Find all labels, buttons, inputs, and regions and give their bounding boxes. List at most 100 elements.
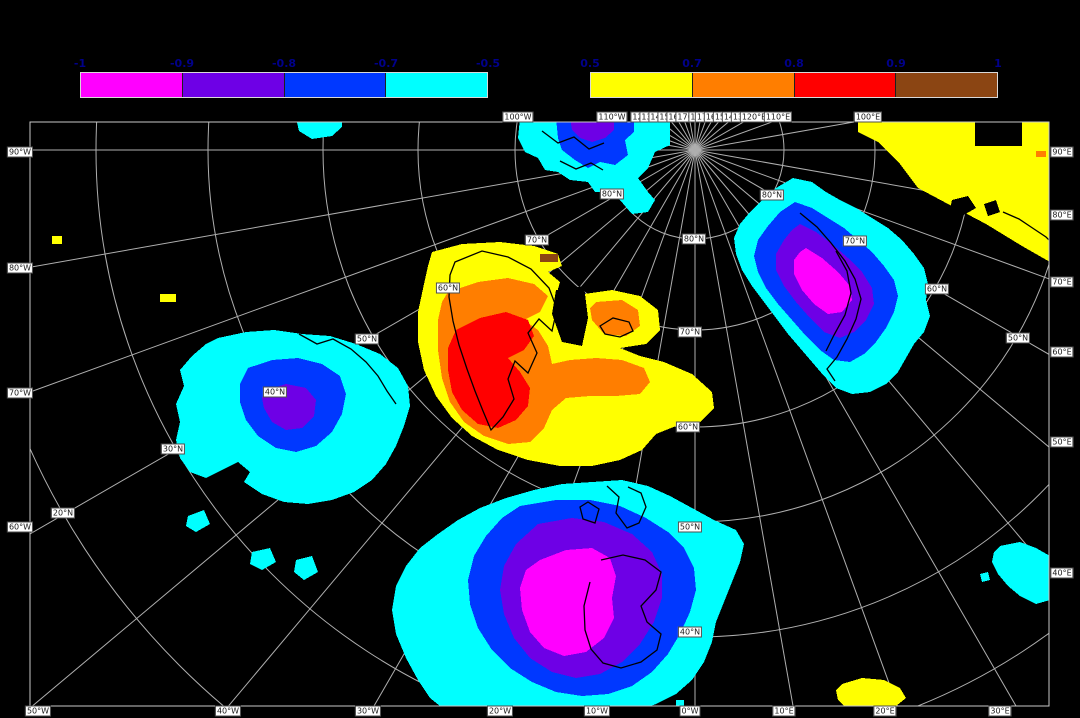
- meridian-70: [694, 149, 1049, 280]
- grid-label-right: 60°E: [1050, 346, 1074, 358]
- grid-label-top: 110°E: [763, 111, 793, 123]
- region-scandinavia-magenta: [794, 248, 852, 314]
- grid-label-top: 100°E: [853, 111, 883, 123]
- grid-label-latitude: 70°N: [524, 234, 550, 246]
- region-yellow-speck-1: [52, 236, 62, 244]
- negative-colorbar-tick: -0.9: [169, 57, 195, 70]
- coastline-britain: [606, 485, 647, 529]
- grid-label-bottom: 20°W: [486, 705, 514, 717]
- grid-label-bottom: 40°W: [214, 705, 242, 717]
- grid-label-latitude: 60°N: [675, 421, 701, 433]
- region-east-cyan-speck: [980, 572, 990, 582]
- region-arctic-small-cyan: [296, 122, 342, 139]
- grid-label-latitude: 80°N: [759, 189, 785, 201]
- grid-label-bottom: 20°E: [873, 705, 897, 717]
- region-atlantic-speck-1: [250, 548, 276, 570]
- grid-label-latitude: 40°N: [262, 386, 288, 398]
- coastline-novaya-zemlya: [1002, 211, 1049, 241]
- map-frame: [29, 121, 1050, 707]
- meridian-10: [694, 149, 794, 706]
- positive-colorbar-segment-0.8to0.9: [793, 73, 896, 97]
- region-bottom-yellow: [836, 678, 906, 706]
- grid-label-latitude: 20°N: [50, 507, 76, 519]
- region-siberia-hole-2: [984, 200, 1000, 216]
- grid-label-latitude: 30°N: [160, 443, 186, 455]
- coastline-iberia-france: [583, 554, 662, 669]
- positive-colorbar-tick: 0.8: [784, 57, 804, 70]
- positive-colorbar-tick: 0.5: [580, 57, 600, 70]
- positive-colorbar: [590, 72, 998, 98]
- negative-colorbar-tick: -1: [73, 57, 87, 70]
- grid-label-bottom: 50°W: [24, 705, 52, 717]
- negative-colorbar-segment--1to-0.9: [81, 73, 182, 97]
- grid-label-right: 80°E: [1050, 209, 1074, 221]
- coastline-norway-inner: [825, 250, 852, 352]
- positive-colorbar-tick: 0.9: [886, 57, 906, 70]
- positive-colorbar-ticks: 0.5 0.7 0.8 0.9 1: [580, 57, 1002, 70]
- negative-colorbar-segment--0.9to-0.8: [181, 73, 284, 97]
- region-greenland-brown-speck: [540, 254, 558, 262]
- grid-label-latitude: 80°N: [681, 233, 707, 245]
- negative-colorbar-tick: -0.5: [475, 57, 501, 70]
- meridian--70: [30, 149, 696, 393]
- grid-label-top: 100°W: [502, 111, 534, 123]
- grid-label-bottom: 30°E: [988, 705, 1012, 717]
- meridian-80: [694, 149, 1049, 213]
- region-atlantic-speck-3: [186, 510, 210, 532]
- positive-colorbar-segment-0.5to0.7: [591, 73, 692, 97]
- negative-colorbar: [80, 72, 488, 98]
- meridian--80: [30, 149, 696, 268]
- region-siberia-yellow: [858, 122, 1049, 262]
- coastline-arctic-islands-2: [559, 160, 604, 171]
- meridian-20: [694, 149, 898, 706]
- region-atlantic-speck-2: [294, 556, 318, 580]
- region-yellow-speck-2: [160, 294, 176, 302]
- positive-colorbar-tick: 1: [994, 57, 1002, 70]
- contour-regions: [52, 122, 1049, 706]
- negative-colorbar-tick: -0.8: [271, 57, 297, 70]
- negative-colorbar-segment--0.7to-0.5: [385, 73, 487, 97]
- grid-label-right: 70°E: [1050, 276, 1074, 288]
- coastline-norway: [799, 212, 862, 382]
- region-siberia-orange-dash: [1036, 151, 1046, 157]
- grid-label-left: 90°W: [6, 146, 34, 158]
- negative-colorbar-ticks: -1 -0.9 -0.8 -0.7 -0.5: [74, 57, 500, 70]
- coastline-arctic-islands-1: [541, 130, 605, 150]
- region-europe-speck: [676, 700, 684, 706]
- coastline-ireland: [579, 501, 600, 524]
- grid-label-right: 50°E: [1050, 436, 1074, 448]
- grid-label-top: 110°W: [596, 111, 628, 123]
- grid-label-bottom: 30°W: [354, 705, 382, 717]
- grid-label-left: 80°W: [6, 262, 34, 274]
- grid-label-right: 40°E: [1050, 567, 1074, 579]
- region-siberia-hole-1: [950, 196, 976, 216]
- negative-colorbar-segment--0.8to-0.7: [283, 73, 386, 97]
- grid-label-left: 70°W: [6, 387, 34, 399]
- region-greenland-red: [448, 312, 534, 428]
- grid-label-latitude: 50°N: [354, 333, 380, 345]
- grid-label-right: 90°E: [1050, 146, 1074, 158]
- region-greenland-gap-black: [552, 286, 588, 346]
- grid-label-latitude: 50°N: [1005, 332, 1031, 344]
- negative-colorbar-tick: -0.7: [373, 57, 399, 70]
- grid-label-latitude: 50°N: [677, 521, 703, 533]
- region-europe-magenta: [520, 548, 616, 656]
- grid-label-latitude: 70°N: [842, 235, 868, 247]
- grid-label-bottom: 10°W: [583, 705, 611, 717]
- grid-label-left: 60°W: [6, 521, 34, 533]
- grid-label-bottom: 10°E: [772, 705, 796, 717]
- grid-label-bottom: 0°W: [679, 705, 701, 717]
- coastline-canada: [298, 333, 397, 405]
- grid-label-latitude: 60°N: [924, 283, 950, 295]
- grid-label-latitude: 60°N: [435, 282, 461, 294]
- grid-label-latitude: 70°N: [677, 326, 703, 338]
- grid-label-latitude: 80°N: [599, 188, 625, 200]
- region-arctic-purple: [570, 122, 614, 142]
- positive-colorbar-tick: 0.7: [682, 57, 702, 70]
- coastline-iceland: [599, 317, 634, 338]
- region-arctic-cyan: [518, 122, 670, 214]
- positive-colorbar-segment-0.7to0.8: [691, 73, 794, 97]
- coastline-greenland: [448, 250, 558, 432]
